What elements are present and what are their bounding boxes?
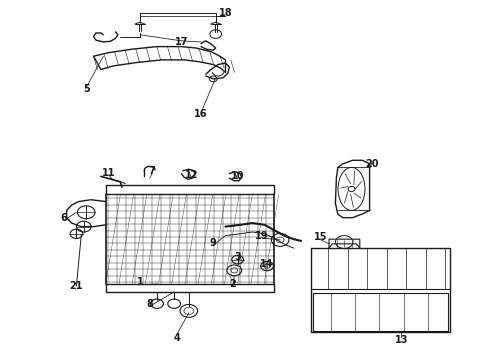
Text: 8: 8 xyxy=(147,299,153,309)
Text: 6: 6 xyxy=(61,213,68,222)
Text: 18: 18 xyxy=(219,8,232,18)
Text: 9: 9 xyxy=(210,238,217,248)
Text: 3: 3 xyxy=(234,252,241,262)
Text: 16: 16 xyxy=(194,109,208,119)
Text: 17: 17 xyxy=(175,37,188,47)
Text: 7: 7 xyxy=(149,166,155,176)
Text: 12: 12 xyxy=(185,170,198,180)
Text: 19: 19 xyxy=(255,231,269,240)
Text: 5: 5 xyxy=(83,84,90,94)
Text: 2: 2 xyxy=(229,279,236,289)
Text: 10: 10 xyxy=(231,171,245,181)
Text: 15: 15 xyxy=(314,232,327,242)
Text: 11: 11 xyxy=(101,168,115,178)
Text: 21: 21 xyxy=(70,281,83,291)
Text: 1: 1 xyxy=(137,277,143,287)
Text: 4: 4 xyxy=(173,333,180,343)
Text: 13: 13 xyxy=(394,334,408,345)
Text: 14: 14 xyxy=(260,259,274,269)
Text: 20: 20 xyxy=(365,159,379,169)
